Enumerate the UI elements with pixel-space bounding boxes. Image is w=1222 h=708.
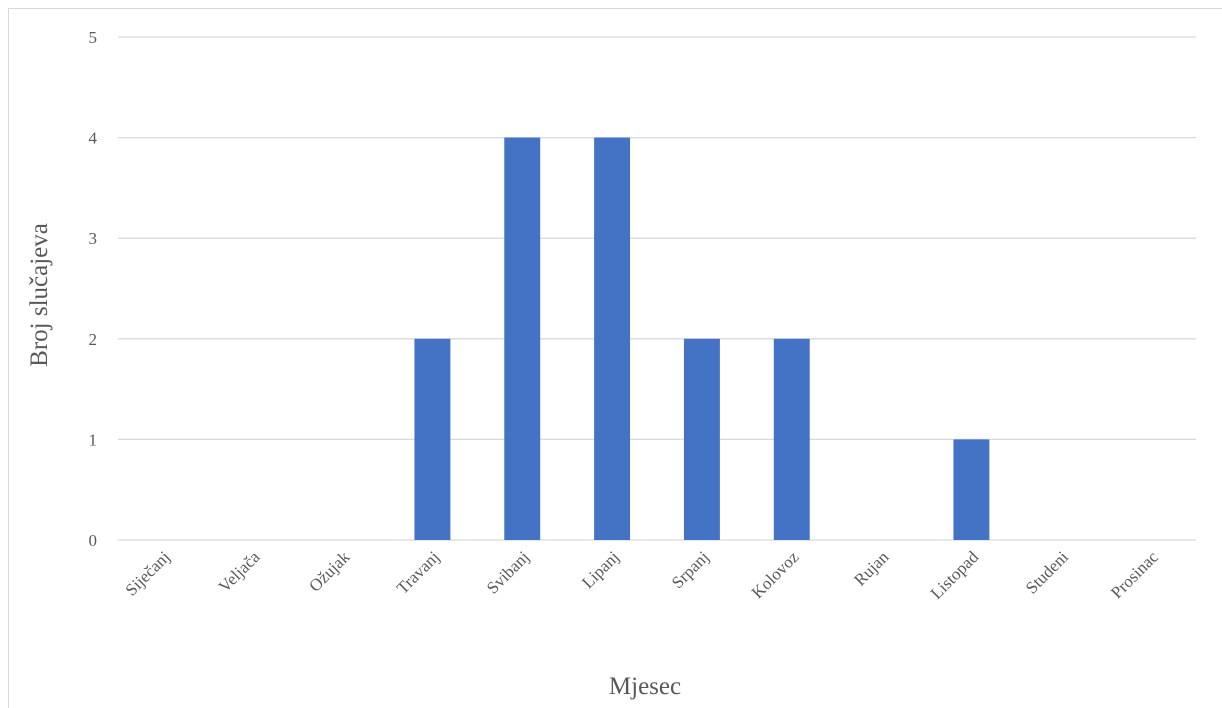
y-axis-ticks: 0 1 2 3 4 5	[89, 28, 98, 550]
y-axis-title: Broj slučajeva	[26, 223, 53, 367]
y-tick-label: 4	[89, 129, 98, 148]
bar-10	[953, 439, 990, 540]
x-tick-label: Siječanj	[122, 547, 174, 599]
x-tick-label: Rujan	[850, 547, 893, 590]
y-tick-label: 1	[89, 430, 98, 449]
x-tick-label: Lipanj	[578, 547, 623, 592]
bar-4	[414, 338, 451, 540]
x-tick-label: Srpanj	[668, 547, 713, 592]
y-tick-label: 2	[89, 330, 98, 349]
bar-8	[773, 338, 810, 540]
bar-7	[683, 338, 720, 540]
x-tick-label: Ožujak	[305, 547, 354, 596]
x-tick-label: Svibanj	[483, 547, 533, 597]
x-axis-ticks: Siječanj Veljača Ožujak Travanj Svibanj Lipan…	[122, 547, 1163, 603]
x-tick-label: Prosinac	[1107, 547, 1162, 602]
x-tick-label: Veljača	[215, 547, 264, 596]
bars	[414, 137, 990, 540]
x-tick-label: Listopad	[927, 547, 983, 603]
y-tick-label: 0	[89, 531, 98, 550]
chart-frame	[8, 8, 1222, 708]
x-tick-label: Studeni	[1022, 547, 1072, 597]
y-tick-label: 5	[89, 28, 98, 47]
gridlines	[118, 36, 1196, 541]
x-axis-title: Mjesec	[609, 673, 681, 700]
bar-6	[594, 137, 631, 540]
x-tick-label: Travanj	[393, 547, 443, 597]
bar-5	[504, 137, 541, 540]
y-tick-label: 3	[89, 229, 98, 248]
x-tick-label: Kolovoz	[748, 547, 803, 602]
